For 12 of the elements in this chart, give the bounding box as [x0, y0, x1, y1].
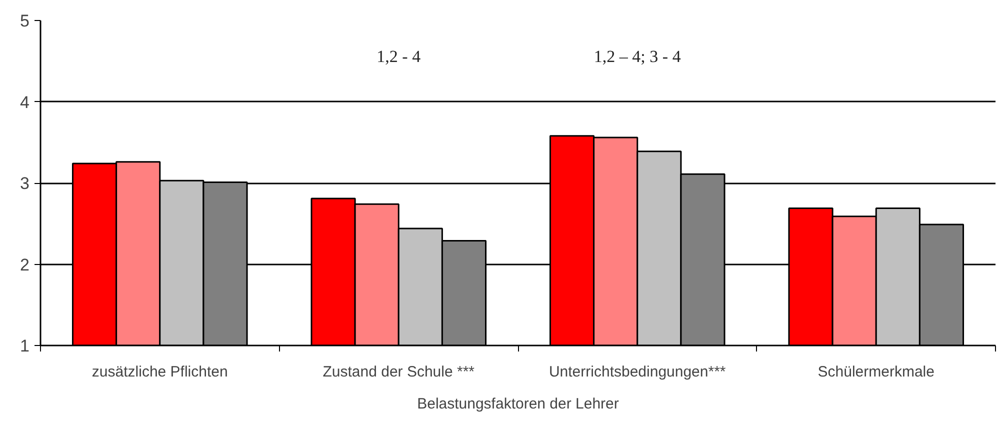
y-tick-label: 5	[20, 12, 30, 30]
annotation: 1,2 - 4	[376, 46, 422, 66]
x-tick-label: Zustand der Schule ***	[322, 364, 475, 380]
y-tick-label: 3	[20, 174, 30, 193]
x-tick-label: zusätzliche Pflichten	[92, 364, 228, 380]
y-tick-label: 1	[20, 336, 30, 356]
x-axis-title: Belastungsfaktoren der Lehrer	[417, 396, 619, 412]
x-tick-label: Schülermerkmale	[818, 364, 934, 380]
y-tick-label: 4	[20, 92, 30, 112]
x-tick-label: Unterrichtsbedingungen***	[548, 364, 726, 380]
annotation: 1,2 – 4; 3 - 4	[594, 46, 682, 66]
y-tick-label: 2	[20, 255, 30, 274]
